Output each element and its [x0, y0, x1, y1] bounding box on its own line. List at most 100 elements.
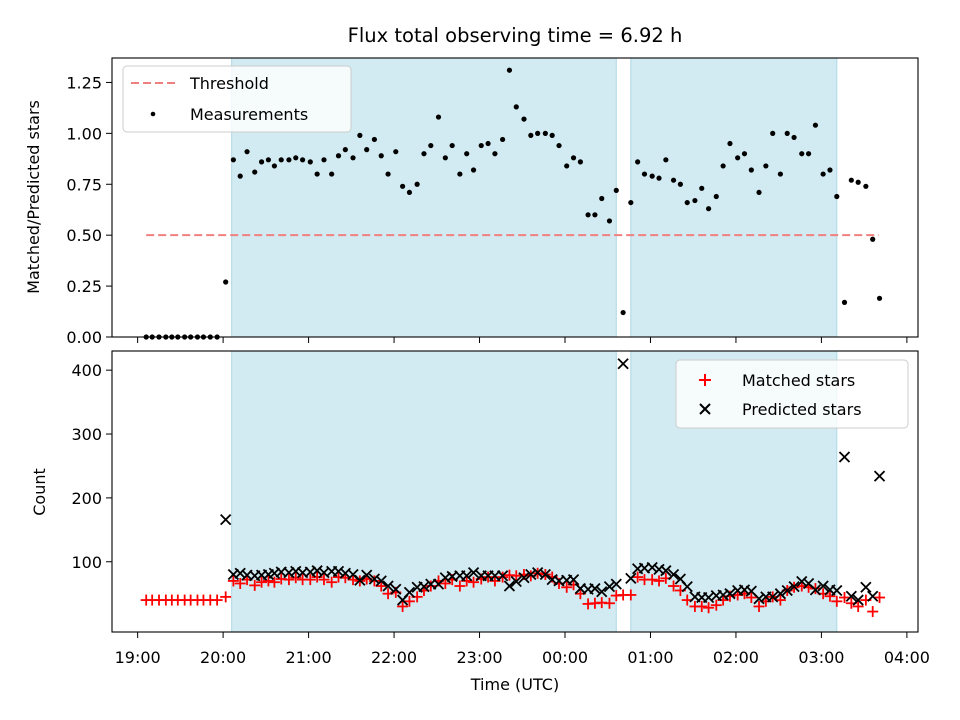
legend-threshold-label: Threshold	[189, 74, 269, 93]
matched-star-point	[561, 581, 573, 593]
matched-star-point	[809, 583, 821, 595]
predicted-star-point	[852, 594, 864, 606]
predicted-star-point	[774, 588, 787, 600]
matched-star-point	[824, 590, 836, 602]
matched-star-point	[753, 600, 765, 612]
measurement-point	[244, 149, 250, 155]
predicted-star-point	[796, 575, 808, 588]
measurement-point	[713, 193, 719, 200]
matched-star-point	[311, 571, 323, 583]
predicted-star-point	[838, 451, 851, 463]
measurement-point	[393, 149, 399, 155]
x-tick-label: 04:00	[884, 648, 930, 667]
matched-star-point	[632, 571, 644, 583]
matched-star-point	[482, 571, 494, 583]
y-tick-label: 0.75	[66, 175, 102, 194]
matched-star-point	[603, 597, 615, 609]
measurement-point	[855, 179, 861, 185]
predicted-star-point	[781, 584, 793, 597]
predicted-star-point	[467, 566, 480, 579]
measurement-point	[521, 116, 527, 122]
predicted-star-point	[525, 568, 537, 581]
measurement-point	[599, 195, 605, 202]
top-legend-box	[122, 65, 352, 133]
predicted-star-point	[860, 581, 872, 593]
matched-star-point	[256, 576, 268, 588]
measurement-point	[699, 185, 705, 191]
measurement-point	[329, 171, 335, 177]
predicted-star-point	[518, 572, 530, 584]
measurement-point	[570, 155, 577, 161]
measurement-point	[777, 171, 783, 177]
predicted-star-point	[375, 575, 387, 587]
measurement-point	[350, 155, 356, 161]
measurement-point	[741, 151, 748, 157]
matched-star-point	[703, 602, 715, 614]
measurement-point	[663, 157, 669, 163]
y-tick-label: 0.50	[66, 226, 102, 245]
predicted-star-point	[610, 578, 622, 590]
measurement-point	[335, 153, 342, 159]
matched-star-point	[831, 595, 843, 607]
y-tick-label: 0.00	[66, 328, 102, 347]
measurement-point	[485, 140, 491, 147]
measurement-point	[271, 163, 277, 169]
measurement-point	[357, 132, 363, 138]
measurement-point	[720, 163, 726, 169]
measurement-point	[585, 212, 591, 218]
predicted-star-point	[503, 580, 516, 592]
measurement-point	[756, 189, 762, 196]
matched-star-point	[397, 600, 409, 612]
measurement-point	[649, 173, 655, 179]
x-tick-label: 20:00	[200, 648, 246, 667]
measurement-point	[230, 157, 236, 163]
matched-star-point	[326, 576, 338, 588]
measurement-point	[763, 163, 769, 169]
measurement-point	[656, 175, 662, 181]
measurement-point	[799, 151, 805, 157]
y-tick-label: 400	[71, 361, 102, 380]
matched-star-point	[867, 606, 879, 618]
measurement-point	[442, 155, 448, 161]
measurement-point	[748, 167, 754, 173]
y-tick-label: 0.25	[66, 277, 102, 296]
measurement-point	[371, 136, 377, 143]
measurement-point	[692, 197, 698, 204]
predicted-star-point	[724, 588, 736, 600]
matched-star-point	[290, 572, 302, 584]
measurement-point	[549, 132, 555, 138]
predicted-star-point	[831, 584, 843, 597]
measurement-point	[556, 142, 562, 149]
matched-star-point	[668, 580, 680, 592]
matched-star-point	[375, 580, 387, 592]
measurement-point	[805, 151, 812, 157]
top-plot-frame	[111, 57, 919, 338]
predicted-star-point	[589, 582, 601, 595]
predicted-star-point	[617, 358, 629, 370]
measurement-point	[278, 157, 284, 163]
bottom-plot-frame	[111, 350, 919, 633]
measurement-point	[577, 159, 583, 165]
predicted-star-point	[867, 590, 879, 602]
predicted-star-point	[646, 561, 658, 574]
shaded-interval	[630, 57, 838, 338]
predicted-star-point	[403, 586, 416, 599]
matched-star-point	[368, 575, 380, 587]
measurement-point	[378, 153, 384, 159]
matched-star-point	[646, 574, 658, 586]
matched-star-point	[717, 594, 729, 606]
measurement-point	[286, 157, 292, 163]
measurement-point	[428, 142, 434, 149]
measurement-point	[812, 122, 819, 128]
measurement-point	[870, 236, 876, 242]
measurement-point	[635, 159, 641, 165]
matched-star-point	[838, 592, 850, 604]
y-tick-label: 1.00	[66, 124, 102, 143]
x-tick-label: 22:00	[371, 648, 417, 667]
x-tick-label: 21:00	[286, 648, 332, 667]
measurement-point	[265, 157, 272, 163]
predicted-star-point	[625, 572, 637, 584]
predicted-star-point	[332, 565, 345, 577]
measurement-point	[464, 151, 470, 157]
y-tick-label: 300	[71, 425, 102, 444]
